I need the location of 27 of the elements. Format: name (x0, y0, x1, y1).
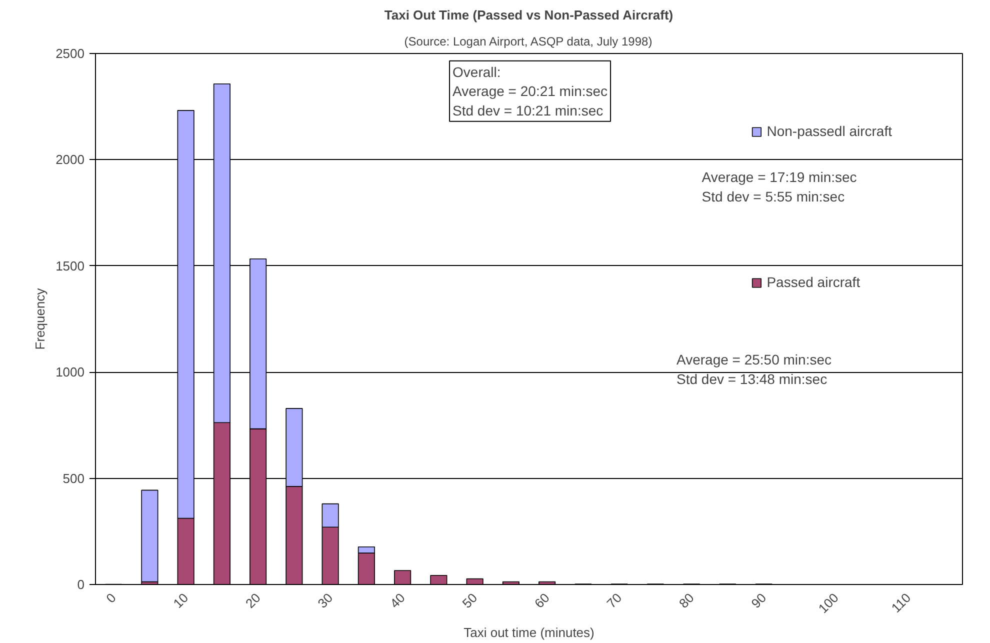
y-axis-title: Frequency (32, 288, 48, 350)
x-axis-title: Taxi out time (minutes) (464, 625, 594, 640)
x-tick-label: 10 (170, 590, 192, 612)
x-tick-label: 80 (676, 590, 697, 612)
chart-title: Taxi Out Time (Passed vs Non-Passed Aircraft) (384, 8, 674, 22)
annotation: Average = 17:19 min:sec Std dev = 5:55 min:sec (702, 169, 857, 204)
legend-label: Non-passedl aircraft (766, 123, 892, 139)
x-tick-label: 40 (387, 590, 408, 612)
x-tick-label: 30 (314, 590, 336, 612)
y-tick-label: 1000 (56, 364, 84, 380)
x-tick-label: 90 (748, 590, 770, 612)
y-tick-label: 1500 (56, 258, 84, 274)
annotation: Overall: Average = 20:21 min:sec Std dev = 10:21 min:sec (452, 64, 608, 118)
annotation: Average = 25:50 min:sec Std dev = 13:48 min:sec (676, 352, 832, 387)
y-tick-label: 0 (77, 577, 85, 592)
x-tick-label: 50 (459, 590, 480, 612)
x-tick-label: 60 (532, 590, 552, 612)
y-tick-label: 2000 (56, 152, 84, 168)
x-tick-label: 110 (888, 590, 914, 616)
y-tick-label: 2500 (56, 46, 84, 61)
x-tick-label: 100 (815, 590, 842, 616)
legend-label: Passed aircraft (766, 274, 860, 290)
x-tick-label: 70 (604, 590, 625, 612)
chart-subtitle: (Source: Logan Airport, ASQP data, July 1998) (404, 34, 652, 48)
x-tick-label: 20 (242, 590, 264, 612)
y-tick-label: 500 (62, 470, 85, 486)
x-tick-label: 0 (103, 590, 119, 606)
